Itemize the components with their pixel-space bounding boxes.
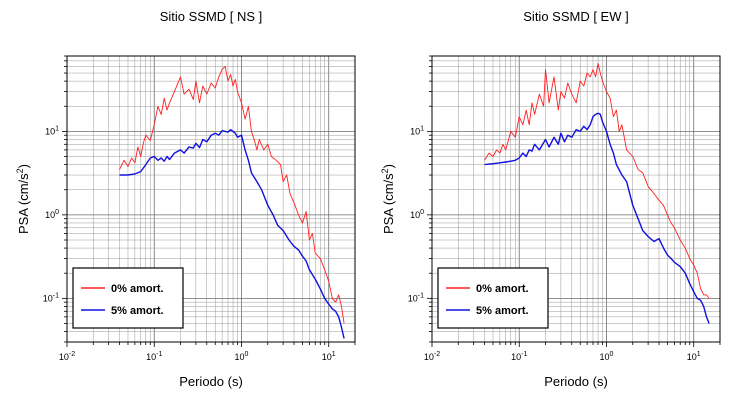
y-tick-label: 100 [45, 209, 59, 220]
legend: 0% amort. 5% amort. [72, 267, 184, 329]
x-axis-label: Periodo (s) [179, 374, 243, 389]
x-tick-label: 10-2 [59, 351, 75, 362]
y-axis-label: PSA (cm/s2) [380, 164, 396, 234]
series-line-damping-0 [119, 65, 345, 324]
legend-label: 5% amort. [111, 305, 164, 317]
x-axis-label: Periodo (s) [544, 374, 608, 389]
y-tick-label: 100 [410, 209, 424, 220]
x-tick-label: 100 [600, 351, 614, 362]
series-line-damping-0 [484, 63, 710, 299]
x-tick-label: 101 [687, 351, 701, 362]
chart-title: Sitio SSMD [ EW ] [523, 9, 628, 24]
y-tick-label: 10-1 [408, 292, 424, 303]
y-tick-label: 101 [45, 125, 59, 136]
y-tick-label: 10-1 [43, 292, 59, 303]
chart-panel-ew: 10-2 10-1 100 101 10-1 100 101 Sitio SSMD [ EW … [380, 9, 721, 389]
chart-title: Sitio SSMD [ NS ] [160, 9, 263, 24]
plot-frame [66, 55, 356, 343]
series-line-damping-5 [119, 128, 345, 339]
legend-box [437, 267, 549, 329]
y-tick-label: 101 [410, 125, 424, 136]
x-tick-label: 10-2 [424, 351, 440, 362]
x-tick-label: 10-1 [511, 351, 527, 362]
legend-box [72, 267, 184, 329]
x-tick-label: 100 [235, 351, 249, 362]
x-tick-label: 10-1 [146, 351, 162, 362]
legend: 0% amort. 5% amort. [437, 267, 549, 329]
chart-panel-ns: 10-2 10-1 100 101 10-1 100 101 Sitio SSMD [ NS … [15, 9, 356, 389]
y-axis-label: PSA (cm/s2) [15, 164, 31, 234]
legend-label: 0% amort. [476, 283, 529, 295]
legend-label: 0% amort. [111, 283, 164, 295]
series-line-damping-5 [484, 112, 710, 324]
legend-label: 5% amort. [476, 305, 529, 317]
x-tick-label: 101 [322, 351, 336, 362]
plot-frame [431, 55, 721, 343]
